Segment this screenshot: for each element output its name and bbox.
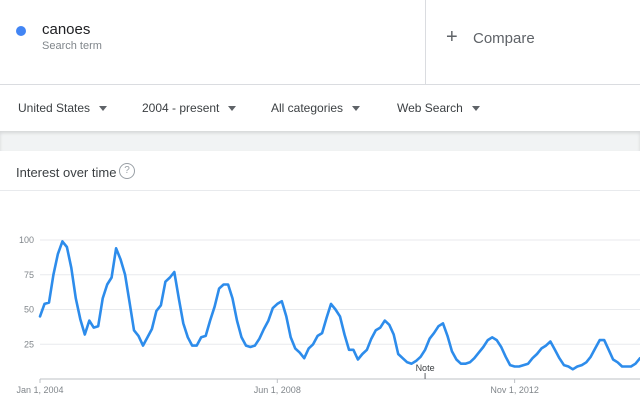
search-type-dropdown[interactable]: Web Search (397, 101, 480, 115)
country-dropdown-label: United States (18, 101, 91, 115)
y-tick-label-25: 25 (24, 339, 34, 349)
note-label[interactable]: Note (416, 363, 435, 373)
plus-icon: + (446, 26, 458, 48)
x-tick-label: Jan 1, 2004 (16, 385, 63, 395)
caret-down-icon (471, 105, 480, 111)
caret-down-icon (228, 105, 237, 111)
search-type-dropdown-label: Web Search (397, 101, 463, 115)
section-separator (0, 131, 640, 151)
header-divider (0, 84, 640, 85)
search-term-subtitle: Search term (42, 40, 102, 52)
time-range-dropdown[interactable]: 2004 - present (142, 101, 237, 115)
compare-button[interactable]: + Compare (426, 0, 640, 84)
x-tick-label: Jun 1, 2008 (254, 385, 301, 395)
y-tick-label-75: 75 (24, 270, 34, 280)
filter-bar: United States 2004 - present All categor… (0, 85, 640, 131)
time-range-dropdown-label: 2004 - present (142, 101, 220, 115)
category-dropdown[interactable]: All categories (271, 101, 361, 115)
country-dropdown[interactable]: United States (18, 101, 108, 115)
x-tick-label: Nov 1, 2012 (490, 385, 539, 395)
title-divider (0, 190, 640, 191)
category-dropdown-label: All categories (271, 101, 344, 115)
y-tick-label-100: 100 (19, 235, 34, 245)
caret-down-icon (352, 105, 361, 111)
help-icon[interactable]: ? (119, 163, 135, 179)
y-tick-label-50: 50 (24, 305, 34, 315)
interest-line-chart[interactable]: 25 50 75 100 Jan 1, 2004 Jun 1, 2008 Nov 1, 20… (0, 151, 640, 420)
chart-title: Interest over time (16, 165, 117, 180)
series-line-canoes[interactable] (38, 240, 640, 371)
search-term-name[interactable]: canoes (42, 21, 91, 38)
caret-down-icon (99, 105, 108, 111)
search-term-color-dot (16, 26, 26, 36)
search-term-card[interactable]: canoes Search term (0, 0, 426, 84)
interest-over-time-card: Interest over time ? 25 50 75 100 Jan 1, 200… (0, 151, 640, 420)
compare-label: Compare (473, 30, 535, 47)
